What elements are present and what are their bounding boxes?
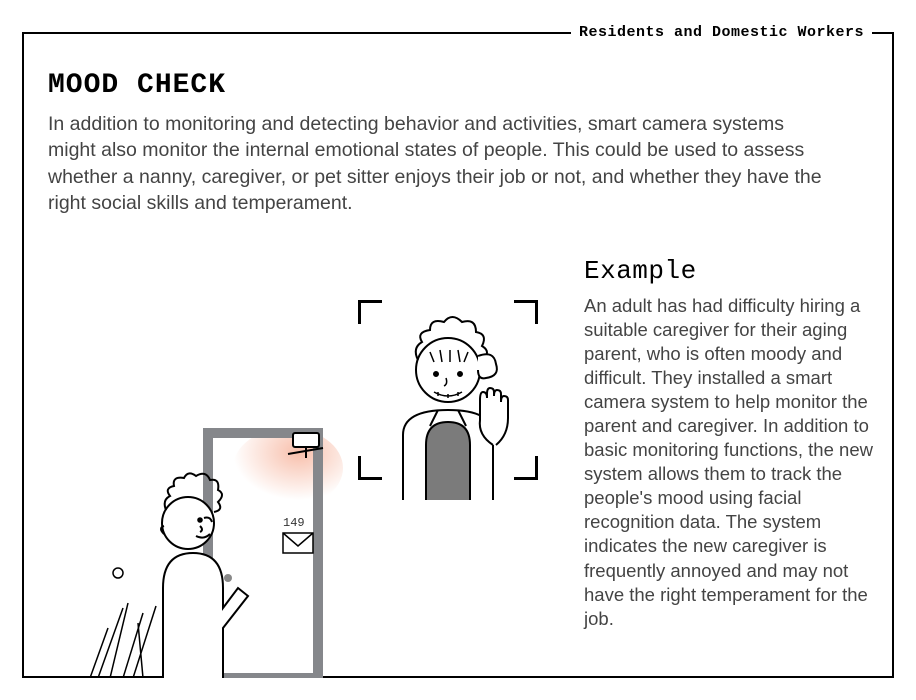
content-area: MOOD CHECK In addition to monitoring and… xyxy=(48,70,868,216)
detect-bracket-tl-icon xyxy=(358,300,382,324)
illustration-area: 149 xyxy=(48,250,584,678)
page-title: MOOD CHECK xyxy=(48,70,868,101)
example-column: Example An adult has had difficulty hiri… xyxy=(584,250,886,678)
detect-bracket-tr-icon xyxy=(514,300,538,324)
face-detect-illustration xyxy=(358,300,538,500)
example-heading: Example xyxy=(584,256,886,286)
intro-paragraph: In addition to monitoring and detecting … xyxy=(48,111,828,216)
door-scene-svg xyxy=(88,378,348,678)
lower-region: 149 xyxy=(48,250,886,678)
caregiver-svg xyxy=(358,300,538,500)
section-label: Residents and Domestic Workers xyxy=(571,24,872,41)
detect-bracket-br-icon xyxy=(514,456,538,480)
notification-badge: 149 xyxy=(283,516,305,530)
detect-bracket-bl-icon xyxy=(358,456,382,480)
door-scene-illustration: 149 xyxy=(88,378,348,678)
example-body: An adult has had difficulty hiring a sui… xyxy=(584,294,886,631)
